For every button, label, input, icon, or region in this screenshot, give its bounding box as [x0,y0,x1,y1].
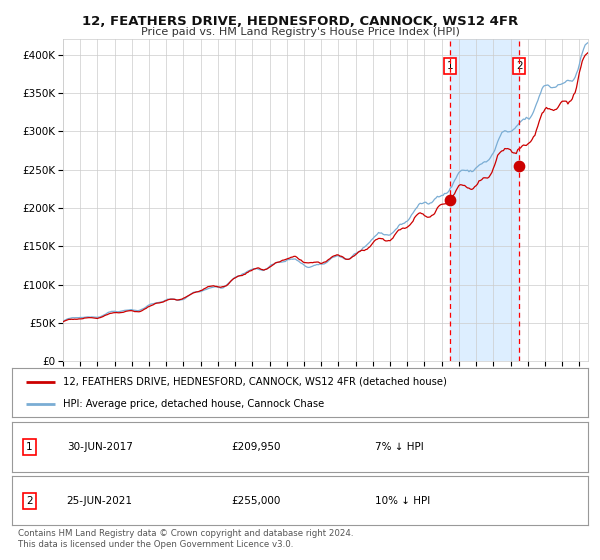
Text: 1: 1 [447,61,454,71]
Text: 1: 1 [26,442,32,452]
Text: HPI: Average price, detached house, Cannock Chase: HPI: Average price, detached house, Cann… [62,399,324,409]
Text: 2: 2 [516,61,523,71]
Text: 10% ↓ HPI: 10% ↓ HPI [375,496,430,506]
Text: Contains HM Land Registry data © Crown copyright and database right 2024.
This d: Contains HM Land Registry data © Crown c… [18,529,353,549]
Text: 7% ↓ HPI: 7% ↓ HPI [375,442,424,452]
Text: £209,950: £209,950 [231,442,280,452]
Bar [450,39,519,361]
Text: 25-JUN-2021: 25-JUN-2021 [67,496,133,506]
Text: 2: 2 [26,496,32,506]
Text: Price paid vs. HM Land Registry's House Price Index (HPI): Price paid vs. HM Land Registry's House … [140,27,460,37]
Text: 30-JUN-2017: 30-JUN-2017 [67,442,133,452]
Text: 12, FEATHERS DRIVE, HEDNESFORD, CANNOCK, WS12 4FR: 12, FEATHERS DRIVE, HEDNESFORD, CANNOCK,… [82,15,518,27]
Text: £255,000: £255,000 [231,496,280,506]
Point [514,161,524,170]
Text: 12, FEATHERS DRIVE, HEDNESFORD, CANNOCK, WS12 4FR (detached house): 12, FEATHERS DRIVE, HEDNESFORD, CANNOCK,… [62,377,446,387]
Point [445,196,455,205]
